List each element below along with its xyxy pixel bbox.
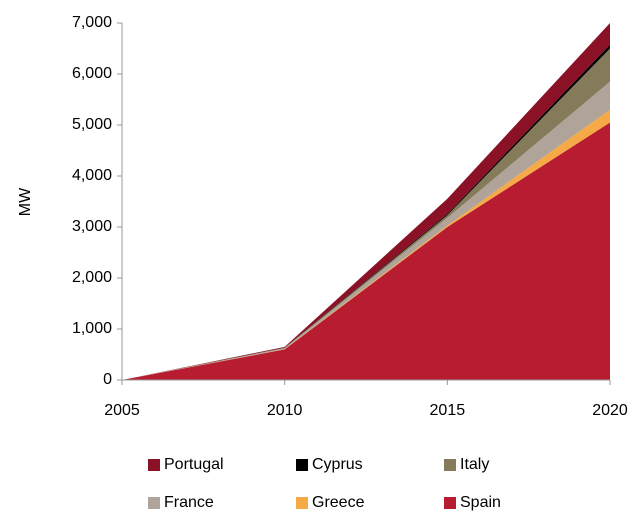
area xyxy=(122,122,610,380)
legend-swatch xyxy=(148,459,160,471)
y-tick-label: 4,000 xyxy=(72,167,112,184)
y-axis-label: MW xyxy=(17,187,34,216)
y-tick-label: 7,000 xyxy=(72,14,112,31)
x-tick-label: 2005 xyxy=(104,402,140,419)
x-tick-label: 2020 xyxy=(592,402,628,419)
legend-swatch xyxy=(444,459,456,471)
legend-swatch xyxy=(148,497,160,509)
y-tick-label: 2,000 xyxy=(72,269,112,286)
y-tick-label: 1,000 xyxy=(72,320,112,337)
y-tick-label: 3,000 xyxy=(72,218,112,235)
legend-swatch xyxy=(296,459,308,471)
legend-label: Italy xyxy=(460,456,489,473)
x-tick-label: 2010 xyxy=(267,402,303,419)
y-tick-label: 0 xyxy=(103,371,112,388)
legend-label: Greece xyxy=(312,494,365,511)
x-tick-label: 2015 xyxy=(430,402,466,419)
legend-label: France xyxy=(164,494,214,511)
y-tick-label: 5,000 xyxy=(72,116,112,133)
y-tick-label: 6,000 xyxy=(72,65,112,82)
legend-label: Portugal xyxy=(164,456,224,473)
legend-label: Cyprus xyxy=(312,456,363,473)
legend-swatch xyxy=(444,497,456,509)
legend-swatch xyxy=(296,497,308,509)
legend-label: Spain xyxy=(460,494,501,511)
